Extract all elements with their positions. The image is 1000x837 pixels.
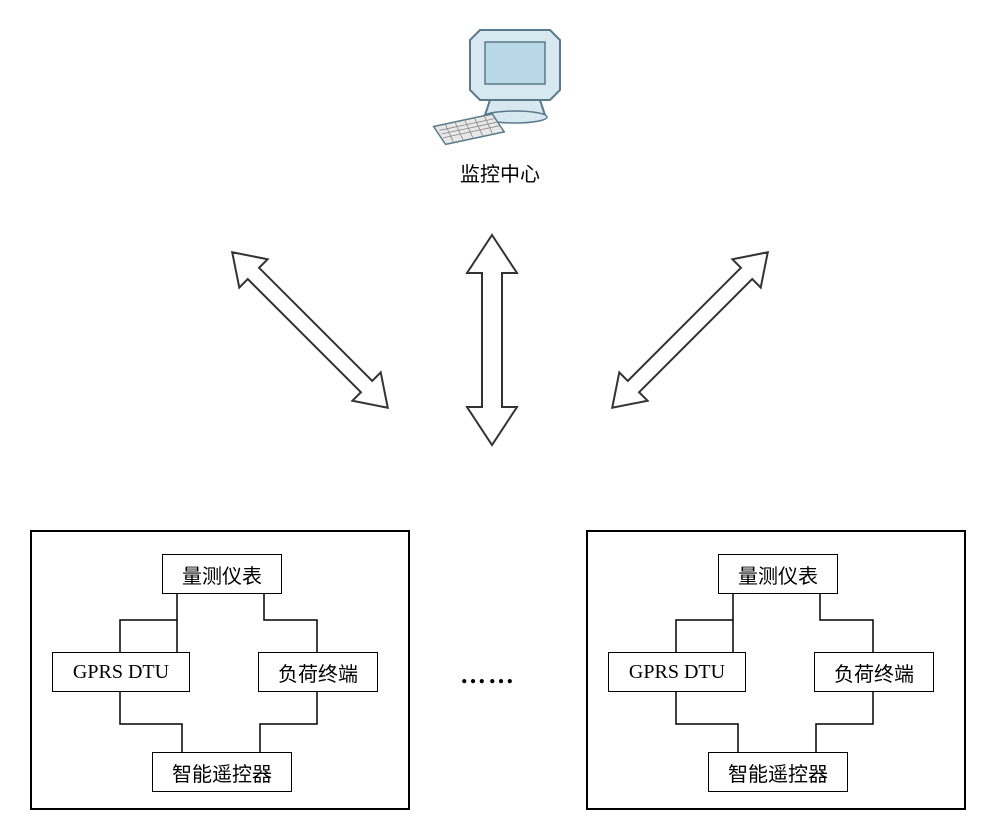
arrow-right-diagonal bbox=[560, 200, 820, 465]
arrow-left-diagonal bbox=[180, 200, 440, 465]
computer-icon bbox=[430, 20, 570, 150]
remote-label: 智能遥控器 bbox=[728, 758, 828, 787]
load-box: 负荷终端 bbox=[258, 652, 378, 692]
load-box: 负荷终端 bbox=[814, 652, 934, 692]
load-label: 负荷终端 bbox=[278, 658, 358, 687]
monitor-label: 监控中心 bbox=[420, 158, 580, 187]
remote-box: 智能遥控器 bbox=[708, 752, 848, 792]
gprs-label: GPRS DTU bbox=[629, 661, 725, 684]
meter-box: 量测仪表 bbox=[718, 554, 838, 594]
gprs-label: GPRS DTU bbox=[73, 661, 169, 684]
remote-box: 智能遥控器 bbox=[152, 752, 292, 792]
terminal-group-right: 量测仪表 GPRS DTU 负荷终端 智能遥控器 bbox=[586, 530, 966, 810]
load-label: 负荷终端 bbox=[834, 658, 914, 687]
meter-label: 量测仪表 bbox=[182, 560, 262, 589]
terminal-group-left: 量测仪表 GPRS DTU 负荷终端 智能遥控器 bbox=[30, 530, 410, 810]
gprs-box: GPRS DTU bbox=[52, 652, 190, 692]
arrow-center-vertical bbox=[432, 225, 552, 460]
meter-label: 量测仪表 bbox=[738, 560, 818, 589]
remote-label: 智能遥控器 bbox=[172, 758, 272, 787]
ellipsis: …… bbox=[460, 660, 516, 690]
meter-box: 量测仪表 bbox=[162, 554, 282, 594]
gprs-box: GPRS DTU bbox=[608, 652, 746, 692]
monitor-center: 监控中心 bbox=[420, 20, 580, 187]
